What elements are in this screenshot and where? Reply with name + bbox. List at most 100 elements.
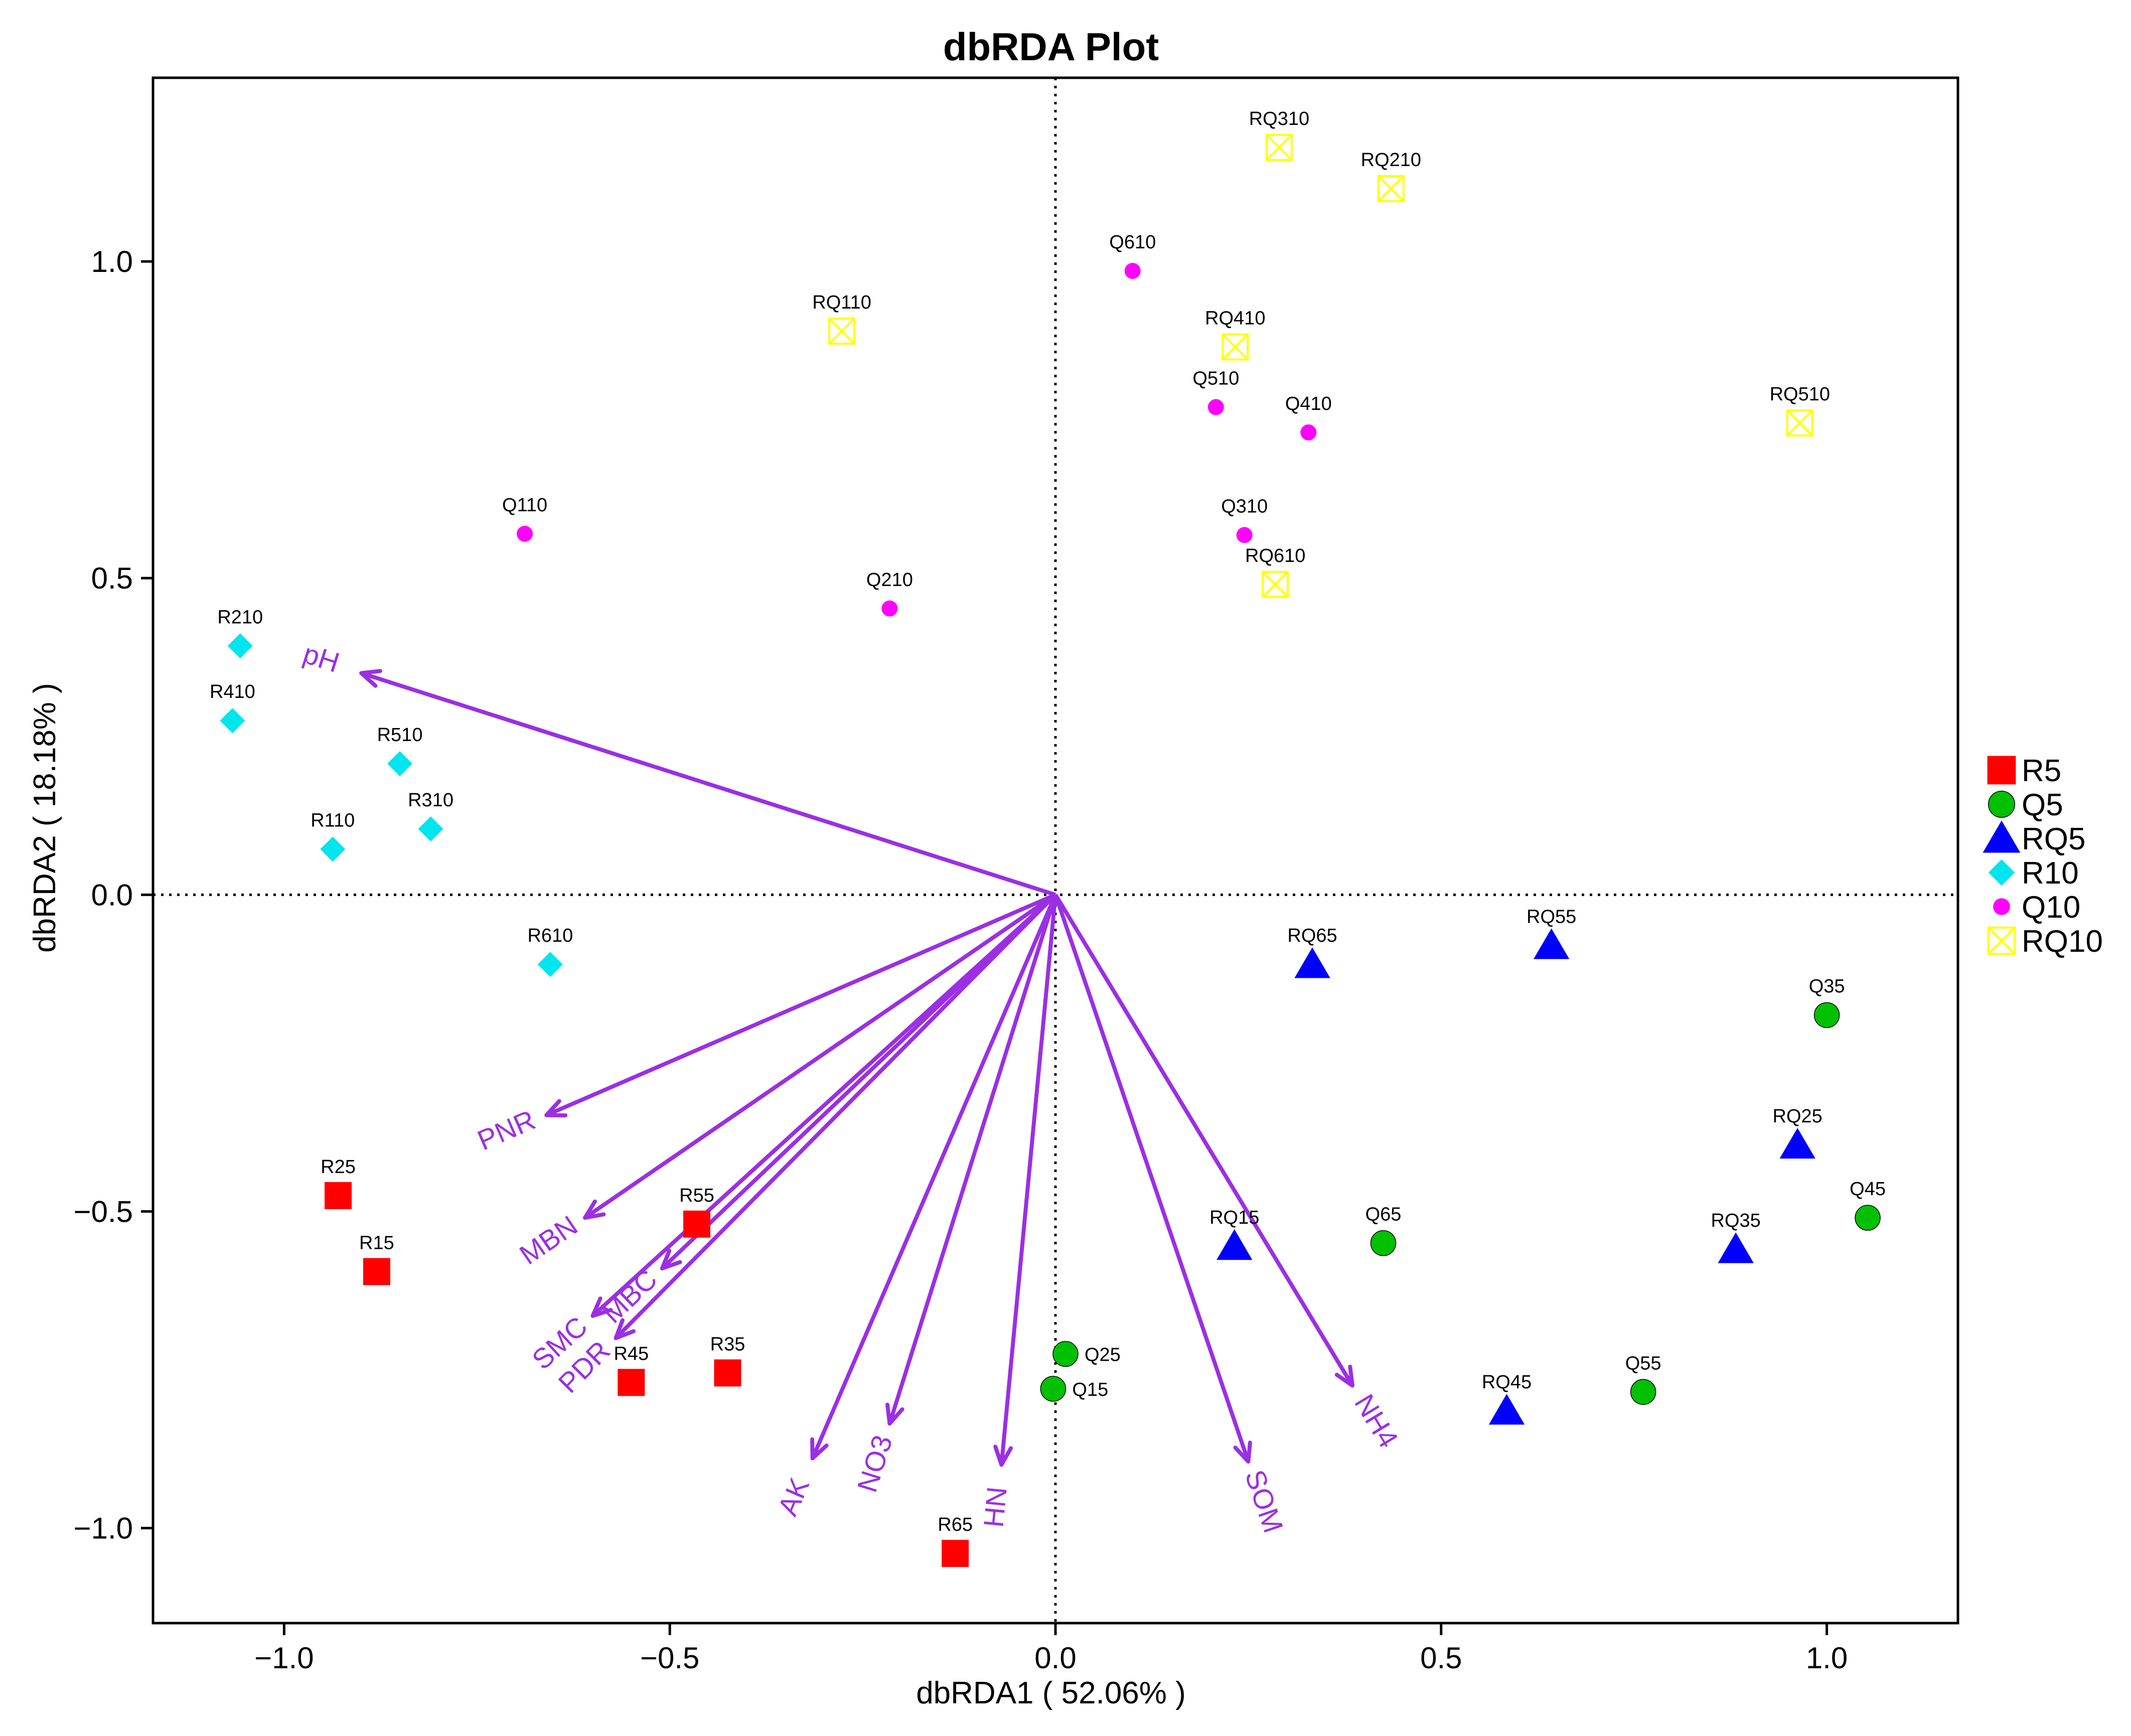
point-q510: Q510	[1192, 368, 1239, 415]
point-label: R410	[210, 681, 255, 702]
y-tick-label: −0.5	[74, 1195, 133, 1229]
point-label: Q210	[866, 569, 913, 591]
legend-label: Q5	[2022, 788, 2063, 822]
legend-label: R5	[2022, 754, 2061, 788]
point-label: Q310	[1221, 496, 1268, 517]
point-label: RQ45	[1482, 1372, 1532, 1393]
point-label: R65	[938, 1514, 973, 1535]
point-label: Q610	[1109, 232, 1156, 253]
point-label: Q35	[1809, 976, 1845, 997]
point-rq35: RQ35	[1711, 1210, 1761, 1263]
point-rq410: RQ410	[1205, 308, 1265, 361]
point-label: RQ15	[1209, 1207, 1259, 1228]
point-label: RQ110	[812, 292, 871, 313]
point-label: R45	[614, 1343, 649, 1364]
point-label: R510	[377, 725, 423, 746]
point-label: RQ25	[1773, 1106, 1822, 1127]
y-axis-label: dbRDA2 ( 18.18% )	[28, 683, 62, 953]
legend-item-q10: Q10	[1993, 890, 2080, 925]
point-r65: R65	[938, 1514, 973, 1567]
point-r25: R25	[321, 1156, 356, 1209]
point-r110: R110	[311, 810, 355, 862]
legend-label: R10	[2022, 856, 2079, 891]
point-label: RQ410	[1205, 308, 1265, 329]
point-rq25: RQ25	[1773, 1106, 1822, 1159]
point-q15: Q15	[1040, 1376, 1108, 1402]
chart-title: dbRDA Plot	[943, 25, 1159, 69]
point-q65: Q65	[1365, 1204, 1402, 1256]
point-label: RQ510	[1770, 384, 1830, 405]
arrow-label-hn: HN	[977, 1485, 1012, 1528]
point-label: RQ65	[1287, 925, 1337, 946]
point-label: Q45	[1850, 1179, 1886, 1200]
point-rq110: RQ110	[812, 292, 871, 345]
point-label: Q65	[1365, 1204, 1402, 1225]
legend-item-q5: Q5	[1988, 788, 2063, 822]
point-q210: Q210	[866, 569, 913, 617]
point-label: Q15	[1072, 1379, 1108, 1400]
legend-label: Q10	[2022, 890, 2080, 925]
point-label: Q410	[1285, 393, 1332, 414]
point-q25: Q25	[1052, 1341, 1121, 1367]
point-rq65: RQ65	[1287, 925, 1337, 978]
point-q310: Q310	[1221, 496, 1268, 543]
point-q35: Q35	[1809, 976, 1845, 1028]
legend-item-r10: R10	[1988, 856, 2079, 891]
x-tick-label: 1.0	[1806, 1641, 1848, 1675]
point-r510: R510	[377, 725, 423, 777]
point-r310: R310	[408, 790, 453, 842]
point-label: Q510	[1192, 368, 1239, 389]
point-label: R310	[408, 790, 453, 811]
point-label: R35	[710, 1334, 745, 1355]
point-label: R25	[321, 1156, 356, 1178]
point-label: RQ55	[1527, 906, 1576, 927]
x-tick-label: 0.0	[1034, 1641, 1076, 1675]
point-label: Q110	[502, 495, 547, 516]
point-rq15: RQ15	[1209, 1207, 1259, 1260]
point-r45: R45	[614, 1343, 649, 1396]
point-label: RQ610	[1245, 545, 1305, 566]
point-rq45: RQ45	[1482, 1372, 1532, 1425]
point-r15: R15	[359, 1232, 394, 1285]
point-rq310: RQ310	[1249, 108, 1309, 161]
legend-item-r5: R5	[1987, 754, 2061, 788]
point-rq610: RQ610	[1245, 545, 1305, 598]
point-r210: R210	[217, 607, 263, 659]
point-q410: Q410	[1285, 393, 1332, 441]
x-tick-label: −1.0	[254, 1641, 314, 1675]
y-tick-label: 1.0	[91, 245, 133, 278]
point-rq510: RQ510	[1770, 384, 1830, 437]
point-label: R210	[217, 607, 263, 628]
point-label: R15	[359, 1232, 394, 1253]
y-tick-label: −1.0	[74, 1512, 133, 1545]
point-q110: Q110	[502, 495, 547, 542]
point-r410: R410	[210, 681, 255, 734]
x-tick-label: 0.5	[1420, 1641, 1462, 1675]
point-label: Q55	[1625, 1353, 1661, 1374]
point-label: RQ35	[1711, 1210, 1761, 1231]
point-r55: R55	[679, 1185, 714, 1238]
point-label: R110	[311, 810, 355, 831]
legend-label: RQ10	[2022, 924, 2103, 959]
legend-item-rq10: RQ10	[1987, 924, 2103, 959]
x-tick-label: −0.5	[640, 1641, 699, 1675]
point-r35: R35	[710, 1334, 745, 1387]
y-tick-label: 0.0	[91, 878, 133, 912]
point-r610: R610	[527, 925, 573, 977]
point-q45: Q45	[1850, 1179, 1886, 1231]
point-label: RQ210	[1361, 150, 1421, 171]
legend-label: RQ5	[2022, 822, 2085, 856]
y-tick-label: 0.5	[91, 561, 133, 595]
point-label: R610	[527, 925, 573, 946]
point-q55: Q55	[1625, 1353, 1661, 1405]
point-q610: Q610	[1109, 232, 1156, 279]
point-label: R55	[679, 1185, 714, 1206]
point-label: Q25	[1085, 1345, 1121, 1366]
x-axis-label: dbRDA1 ( 52.06% )	[916, 1676, 1186, 1710]
legend-item-rq5: RQ5	[1983, 820, 2085, 856]
point-rq210: RQ210	[1361, 150, 1421, 202]
point-rq55: RQ55	[1527, 906, 1576, 959]
